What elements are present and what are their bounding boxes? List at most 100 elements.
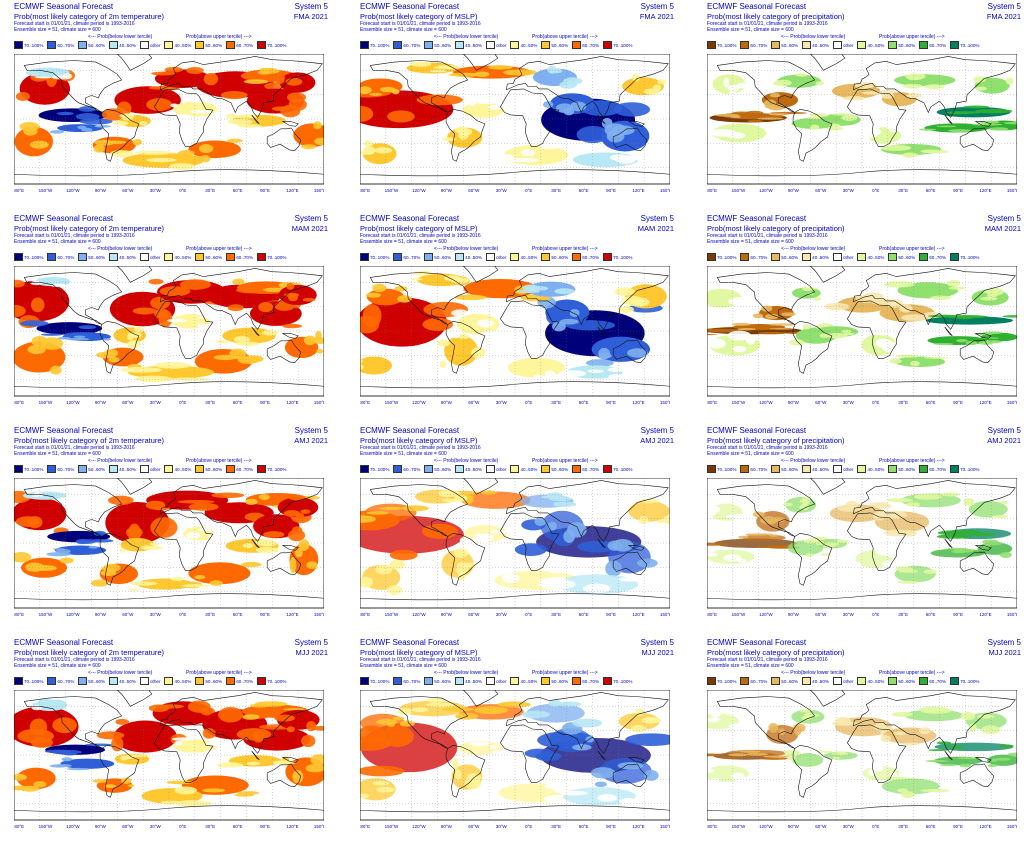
probability-speckle (739, 750, 761, 753)
probability-speckle (577, 540, 618, 553)
legend-below-label: <--- Prob(below lower tercile) (781, 458, 846, 464)
probability-speckle (35, 76, 52, 79)
probability-speckle (946, 547, 969, 550)
longitude-tick-label: 0°E (872, 612, 879, 617)
longitude-tick-label: 150°E (314, 612, 324, 617)
legend-item: 40..50% (455, 677, 482, 685)
legend-below-label: <--- Prob(below lower tercile) (434, 670, 499, 676)
panel-forecast-start: Forecast start is 01/01/21, climate peri… (707, 445, 828, 451)
legend-above-label: Prob(above upper tercile) ---> (879, 670, 945, 676)
legend-label: other (150, 466, 161, 472)
coastline (506, 268, 669, 330)
legend-item: 40..50% (857, 465, 884, 473)
panel-system-label: System 5 (294, 638, 328, 647)
longitude-tick-label: 30°E (898, 400, 908, 405)
legend-item: 50..60% (541, 253, 568, 261)
legend-label: 40..50% (867, 678, 885, 684)
panel-ensemble-size: Ensemble size = 51, climate size = 600 (707, 451, 794, 457)
probability-speckle (875, 331, 891, 336)
panel-org-title: ECMWF Seasonal Forecast (14, 214, 114, 223)
legend-swatch (740, 253, 750, 261)
probability-speckle (927, 314, 959, 318)
legend-label: 50..60% (88, 42, 106, 48)
coastline (506, 56, 669, 118)
probability-speckle (538, 579, 576, 590)
probability-area (458, 740, 503, 755)
probability-speckle (190, 109, 213, 114)
legend-swatch (109, 41, 119, 49)
probability-speckle (360, 515, 376, 523)
legend-swatch (47, 253, 57, 261)
probability-speckle (597, 794, 618, 802)
legend-item: 70..100% (257, 253, 286, 261)
longitude-tick-label: 90°W (788, 188, 800, 193)
coastline (462, 478, 499, 495)
legend-label: 40..50% (119, 678, 136, 684)
probability-speckle (554, 288, 575, 295)
longitude-tick-label: 150°E (660, 400, 670, 405)
probability-speckle (989, 127, 1009, 131)
legend-item: 40..50% (109, 677, 136, 685)
panel-variable-title: Prob(most likely category of MSLP) (360, 648, 478, 657)
probability-speckle (982, 289, 998, 294)
probability-speckle (225, 113, 238, 119)
probability-speckle (101, 338, 112, 341)
longitude-tick-label: 90°E (606, 612, 616, 617)
longitude-tick-label: 90°E (953, 400, 963, 405)
legend-item: 40..50% (164, 465, 191, 473)
coastline (853, 480, 1016, 542)
coastline (99, 532, 140, 586)
legend-below-label: <--- Prob(below lower tercile) (781, 34, 846, 40)
longitude-tick-label: 150°W (39, 188, 53, 193)
legend-label: 40..50% (174, 466, 192, 472)
legend-item: 50..60% (78, 677, 105, 685)
probability-speckle (246, 761, 261, 766)
coastline (99, 320, 140, 374)
probability-speckle (181, 584, 210, 588)
probability-speckle (298, 539, 310, 551)
probability-speckle (710, 129, 737, 137)
probability-speckle (115, 718, 130, 725)
probability-speckle (902, 83, 923, 89)
legend-above-label: Prob(above upper tercile) ---> (532, 458, 598, 464)
probability-speckle (963, 498, 974, 505)
probability-speckle (360, 765, 405, 777)
legend-item: 50..60% (78, 465, 105, 473)
legend-swatch (455, 465, 465, 473)
probability-speckle (930, 295, 951, 301)
legend-swatch (919, 253, 929, 261)
probability-speckle (982, 543, 991, 548)
probability-speckle (177, 500, 215, 504)
probability-speckle (542, 101, 554, 108)
longitude-tick-label: 60°E (579, 188, 589, 193)
forecast-panel: ECMWF Seasonal Forecast Prob(most likely … (350, 424, 680, 631)
coastline (959, 551, 995, 576)
panel-ensemble-size: Ensemble size = 51, climate size = 600 (360, 239, 447, 245)
probability-speckle (641, 716, 657, 724)
probability-speckle (799, 708, 813, 713)
probability-speckle (503, 69, 537, 76)
panel-org-title: ECMWF Seasonal Forecast (14, 426, 114, 435)
longitude-tick-label: 30°W (496, 612, 508, 617)
probability-speckle (548, 699, 561, 707)
probability-speckle (920, 789, 951, 793)
legend-item: 50..60% (195, 253, 222, 261)
longitude-tick-label: 180°E (14, 612, 24, 617)
probability-speckle (815, 81, 824, 86)
legend-item: 50..60% (541, 465, 568, 473)
probability-speckle (237, 355, 260, 364)
legend-swatch (424, 465, 434, 473)
probability-speckle (288, 294, 298, 302)
probability-speckle (135, 753, 148, 758)
legend-label: 70..100% (717, 254, 737, 260)
probability-speckle (363, 146, 376, 155)
legend-label: 70..100% (24, 254, 44, 260)
coastline (597, 750, 606, 761)
coastline (445, 108, 486, 162)
legend-swatch (541, 41, 551, 49)
legend-item: 40..50% (802, 253, 829, 261)
panel-forecast-start: Forecast start is 01/01/21, climate peri… (14, 233, 135, 239)
coastline (23, 484, 123, 537)
forecast-map: 180°E 150°W 120°W 90°W 60°W 30°W 0°E 30°E 60°E 90… (707, 266, 1017, 405)
coastline (847, 512, 907, 571)
